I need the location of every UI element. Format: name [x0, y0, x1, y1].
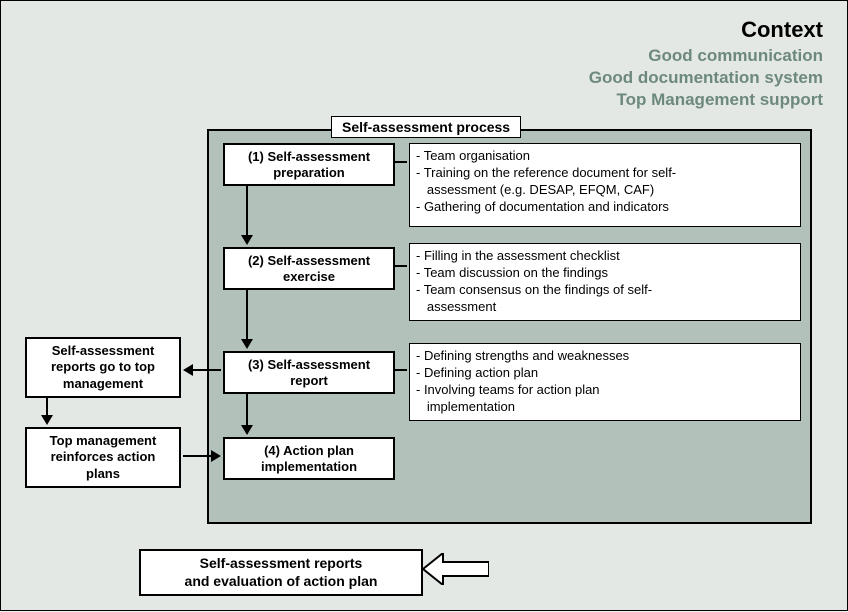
step-1-desc: - Team organisation- Training on the ref…: [409, 143, 801, 227]
context-line-0: Good communication: [589, 45, 823, 67]
diagram-canvas: Context Good communication Good document…: [0, 0, 848, 611]
step-4: (4) Action planimplementation: [223, 437, 395, 480]
side-box-0: Self-assessmentreports go to topmanageme…: [25, 337, 181, 398]
feedback-block-arrow: [423, 553, 489, 585]
step-2-desc: - Filling in the assessment checklist- T…: [409, 243, 801, 321]
step-1: (1) Self-assessmentpreparation: [223, 143, 395, 186]
step-3: (3) Self-assessmentreport: [223, 351, 395, 394]
side-box-1: Top managementreinforces actionplans: [25, 427, 181, 488]
context-title: Context: [589, 17, 823, 43]
step-3-desc: - Defining strengths and weaknesses- Def…: [409, 343, 801, 421]
bottom-feedback-box: Self-assessment reportsand evaluation of…: [139, 549, 423, 596]
process-title: Self-assessment process: [331, 116, 521, 138]
context-block: Context Good communication Good document…: [589, 17, 823, 111]
context-line-2: Top Management support: [589, 89, 823, 111]
context-line-1: Good documentation system: [589, 67, 823, 89]
step-2: (2) Self-assessmentexercise: [223, 247, 395, 290]
